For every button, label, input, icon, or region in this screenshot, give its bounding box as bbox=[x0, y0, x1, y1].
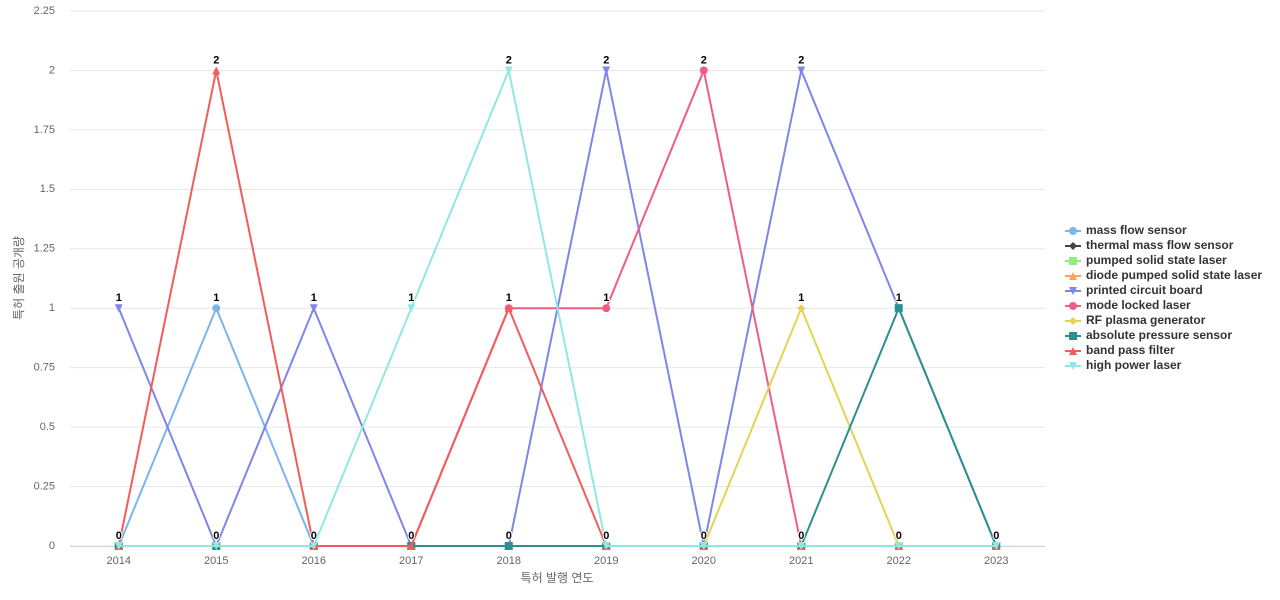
data-label: 1 bbox=[896, 292, 902, 304]
y-tick-label: 2 bbox=[49, 64, 55, 76]
y-tick-label: 0.5 bbox=[40, 421, 55, 433]
legend-label: mass flow sensor bbox=[1086, 223, 1187, 237]
data-label: 2 bbox=[213, 54, 219, 66]
point-marker bbox=[797, 304, 806, 313]
x-tick-label: 2023 bbox=[984, 555, 1008, 567]
y-tick-label: 0 bbox=[49, 540, 55, 552]
point-marker bbox=[894, 542, 903, 550]
x-tick-label: 2017 bbox=[399, 555, 423, 567]
point-marker bbox=[504, 542, 513, 550]
y-tick-label: 2.25 bbox=[34, 5, 55, 17]
point-marker bbox=[309, 542, 318, 550]
x-tick-label: 2014 bbox=[107, 555, 131, 567]
y-tick-label: 1.75 bbox=[34, 124, 55, 136]
x-axis-title: 특허 발행 연도 bbox=[521, 570, 594, 585]
data-label: 1 bbox=[311, 292, 317, 304]
data-label: 0 bbox=[408, 530, 414, 542]
point-marker bbox=[602, 304, 611, 313]
point-marker bbox=[894, 304, 903, 313]
data-label: 2 bbox=[798, 54, 804, 66]
x-tick-label: 2015 bbox=[204, 555, 228, 567]
legend-label: mode locked laser bbox=[1086, 298, 1191, 312]
legend-label: absolute pressure sensor bbox=[1086, 328, 1232, 342]
point-marker bbox=[602, 542, 611, 550]
legend-marker bbox=[1069, 362, 1077, 370]
legend-label: thermal mass flow sensor bbox=[1086, 238, 1234, 252]
data-label: 1 bbox=[603, 292, 609, 304]
y-axis-title: 특허 출원 공개량 bbox=[12, 236, 26, 320]
data-label: 0 bbox=[116, 530, 122, 542]
data-label: 1 bbox=[798, 292, 804, 304]
legend-label: pumped solid state laser bbox=[1086, 253, 1227, 267]
point-marker bbox=[212, 542, 221, 550]
series-line bbox=[118, 67, 997, 547]
point-marker bbox=[504, 66, 513, 75]
data-label: 2 bbox=[701, 54, 707, 66]
y-tick-label: 1.25 bbox=[34, 243, 55, 255]
data-label: 0 bbox=[506, 530, 512, 542]
legend-marker bbox=[1069, 227, 1077, 235]
legend-marker bbox=[1069, 272, 1077, 280]
legend-label: high power laser bbox=[1086, 358, 1182, 372]
point-marker bbox=[699, 66, 708, 75]
y-tick-label: 1.5 bbox=[40, 183, 55, 195]
point-marker bbox=[407, 304, 416, 313]
data-label: 2 bbox=[506, 54, 512, 66]
legend-marker bbox=[1069, 242, 1077, 250]
y-tick-label: 0.25 bbox=[34, 480, 55, 492]
legend-marker bbox=[1069, 317, 1077, 325]
point-marker bbox=[114, 304, 123, 313]
legend-marker bbox=[1069, 302, 1077, 310]
x-tick-label: 2020 bbox=[692, 555, 716, 567]
x-tick-label: 2018 bbox=[497, 555, 521, 567]
point-marker bbox=[992, 542, 1001, 550]
legend-label: diode pumped solid state laser bbox=[1086, 268, 1262, 282]
data-label: 0 bbox=[993, 530, 999, 542]
x-tick-label: 2022 bbox=[887, 555, 911, 567]
point-marker bbox=[212, 304, 221, 313]
x-tick-label: 2021 bbox=[789, 555, 813, 567]
data-label: 2 bbox=[603, 54, 609, 66]
x-tick-label: 2019 bbox=[594, 555, 618, 567]
legend-marker bbox=[1069, 347, 1077, 355]
data-label: 1 bbox=[213, 292, 219, 304]
legend-marker bbox=[1069, 332, 1077, 340]
data-label: 1 bbox=[506, 292, 512, 304]
data-label: 0 bbox=[213, 530, 219, 542]
y-tick-label: 0.75 bbox=[34, 362, 55, 374]
x-tick-label: 2016 bbox=[302, 555, 326, 567]
legend-label: printed circuit board bbox=[1086, 283, 1203, 297]
data-label: 1 bbox=[116, 292, 122, 304]
legend-marker bbox=[1069, 287, 1077, 295]
legend-label: band pass filter bbox=[1086, 343, 1175, 357]
point-marker bbox=[114, 542, 123, 550]
point-marker bbox=[797, 66, 806, 75]
data-label: 0 bbox=[701, 530, 707, 542]
data-label: 0 bbox=[311, 530, 317, 542]
point-marker bbox=[602, 66, 611, 75]
point-marker bbox=[504, 304, 513, 313]
point-marker bbox=[407, 542, 416, 550]
data-label: 1 bbox=[408, 292, 414, 304]
point-marker bbox=[699, 542, 708, 550]
data-label: 0 bbox=[603, 530, 609, 542]
data-label: 0 bbox=[798, 530, 804, 542]
point-marker bbox=[797, 542, 806, 550]
y-tick-label: 1 bbox=[49, 302, 55, 314]
point-marker bbox=[309, 304, 318, 313]
legend-marker bbox=[1069, 257, 1077, 265]
point-marker bbox=[212, 66, 221, 75]
data-label: 0 bbox=[896, 530, 902, 542]
legend-label: RF plasma generator bbox=[1086, 313, 1206, 327]
